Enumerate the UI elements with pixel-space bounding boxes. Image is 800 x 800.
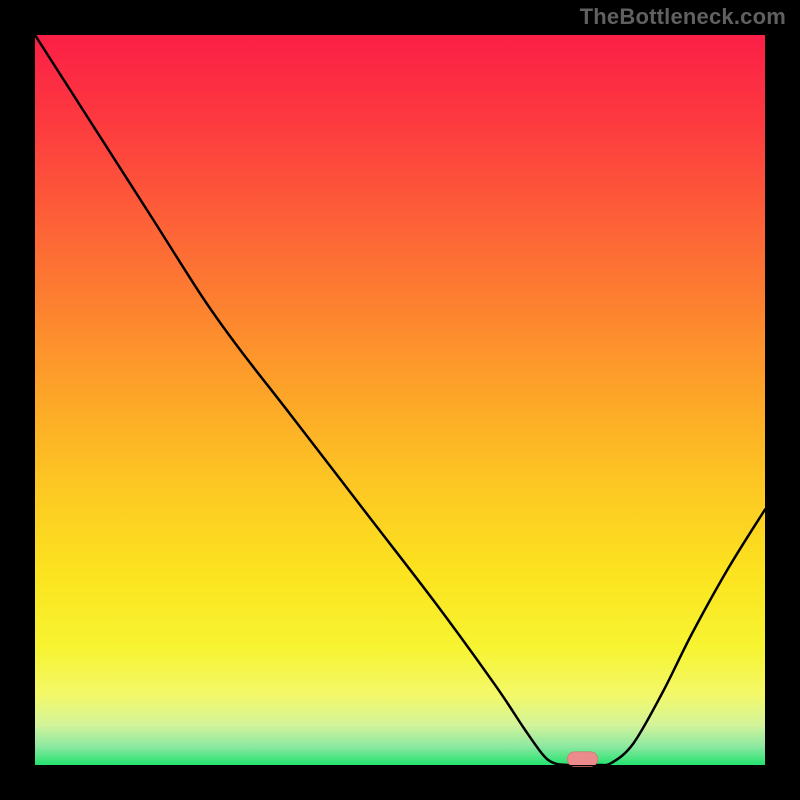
optimal-marker	[567, 752, 598, 767]
bottleneck-chart	[0, 0, 800, 800]
gradient-background	[35, 35, 765, 765]
chart-stage: TheBottleneck.com	[0, 0, 800, 800]
watermark-text: TheBottleneck.com	[580, 4, 786, 30]
